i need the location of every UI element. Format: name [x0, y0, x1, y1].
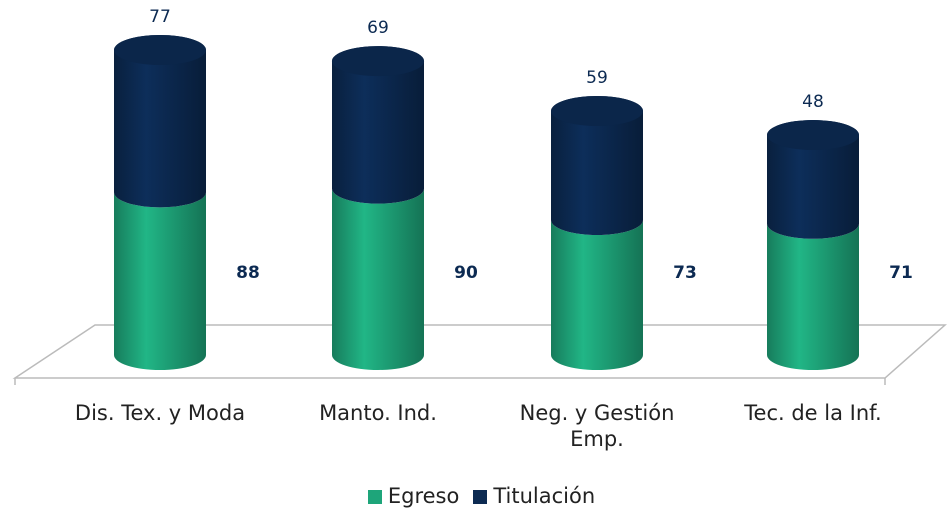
cylinder-top [551, 96, 643, 126]
value-label: 90 [454, 263, 478, 283]
cylinder-top [332, 46, 424, 77]
cylinder-top [767, 120, 859, 151]
value-label: 48 [802, 92, 824, 112]
cylinder-segment [114, 35, 206, 208]
value-label: 59 [586, 68, 608, 88]
value-label: 69 [367, 18, 389, 38]
cylinder-segment [551, 220, 643, 370]
value-label: 71 [889, 263, 913, 283]
x-tick-label: Manto. Ind. [319, 401, 437, 425]
x-tick-label: Dis. Tex. y Moda [74, 401, 246, 425]
cylinder-segment [114, 192, 206, 370]
value-label: 73 [673, 263, 697, 283]
legend-swatch [367, 490, 382, 504]
cylinder-segment [767, 223, 859, 370]
cylinder-top [114, 35, 206, 65]
x-tick-label: Neg. y Gestión Emp. [519, 401, 675, 451]
legend-label: Titulación [493, 484, 596, 508]
legend-swatch [473, 490, 488, 504]
legend: Egreso Titulación [0, 484, 949, 508]
cylinder-segment [332, 188, 424, 370]
cylinder-segment [551, 96, 643, 236]
value-label: 77 [149, 7, 171, 27]
cylinder-segment [332, 46, 424, 204]
value-label: 88 [236, 263, 260, 283]
legend-label: Egreso [387, 484, 460, 508]
x-tick-label: Tec. de la Inf. [744, 401, 882, 425]
cylinder-segment [767, 120, 859, 239]
plot: 88 77 90 69 73 59 71 48 [114, 7, 913, 370]
